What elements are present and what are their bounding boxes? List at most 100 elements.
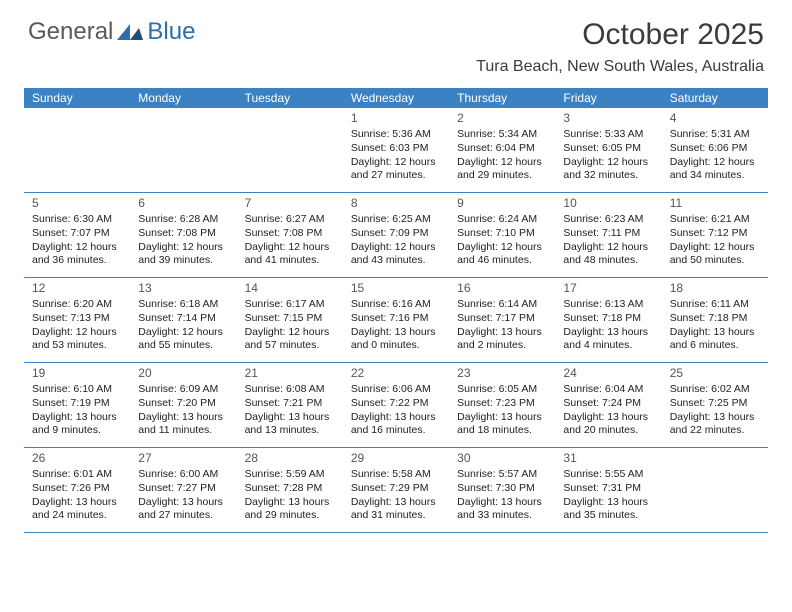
sunset-line: Sunset: 7:26 PM: [32, 482, 126, 496]
sunset-line: Sunset: 6:05 PM: [563, 142, 657, 156]
day-cell: 13Sunrise: 6:18 AMSunset: 7:14 PMDayligh…: [130, 278, 236, 362]
day-number: 25: [670, 366, 764, 382]
day-cell-empty: [24, 108, 130, 192]
sunrise-line: Sunrise: 5:33 AM: [563, 128, 657, 142]
sunset-line: Sunset: 7:27 PM: [138, 482, 232, 496]
sunrise-line: Sunrise: 6:27 AM: [245, 213, 339, 227]
day-number: 7: [245, 196, 339, 212]
day-cell: 24Sunrise: 6:04 AMSunset: 7:24 PMDayligh…: [555, 363, 661, 447]
daylight-line: Daylight: 12 hours and 57 minutes.: [245, 326, 339, 354]
day-number: 22: [351, 366, 445, 382]
day-number: 28: [245, 451, 339, 467]
week-row: 5Sunrise: 6:30 AMSunset: 7:07 PMDaylight…: [24, 193, 768, 278]
sunrise-line: Sunrise: 6:23 AM: [563, 213, 657, 227]
day-number: 20: [138, 366, 232, 382]
daylight-line: Daylight: 13 hours and 35 minutes.: [563, 496, 657, 524]
daylight-line: Daylight: 13 hours and 11 minutes.: [138, 411, 232, 439]
day-cell: 20Sunrise: 6:09 AMSunset: 7:20 PMDayligh…: [130, 363, 236, 447]
day-number: 19: [32, 366, 126, 382]
day-number: 6: [138, 196, 232, 212]
day-number: 12: [32, 281, 126, 297]
daylight-line: Daylight: 13 hours and 27 minutes.: [138, 496, 232, 524]
day-cell: 16Sunrise: 6:14 AMSunset: 7:17 PMDayligh…: [449, 278, 555, 362]
sunrise-line: Sunrise: 6:02 AM: [670, 383, 764, 397]
day-cell-empty: [662, 448, 768, 532]
sunset-line: Sunset: 7:12 PM: [670, 227, 764, 241]
sunset-line: Sunset: 7:28 PM: [245, 482, 339, 496]
sunrise-line: Sunrise: 6:05 AM: [457, 383, 551, 397]
sunrise-line: Sunrise: 5:36 AM: [351, 128, 445, 142]
daylight-line: Daylight: 13 hours and 2 minutes.: [457, 326, 551, 354]
sunrise-line: Sunrise: 6:04 AM: [563, 383, 657, 397]
sunset-line: Sunset: 6:04 PM: [457, 142, 551, 156]
sunset-line: Sunset: 7:14 PM: [138, 312, 232, 326]
sunset-line: Sunset: 7:22 PM: [351, 397, 445, 411]
day-number: 3: [563, 111, 657, 127]
day-cell: 18Sunrise: 6:11 AMSunset: 7:18 PMDayligh…: [662, 278, 768, 362]
sunset-line: Sunset: 7:25 PM: [670, 397, 764, 411]
day-number: 31: [563, 451, 657, 467]
sunrise-line: Sunrise: 6:01 AM: [32, 468, 126, 482]
sunrise-line: Sunrise: 6:09 AM: [138, 383, 232, 397]
sunrise-line: Sunrise: 5:57 AM: [457, 468, 551, 482]
sunrise-line: Sunrise: 5:59 AM: [245, 468, 339, 482]
sunrise-line: Sunrise: 5:34 AM: [457, 128, 551, 142]
month-title: October 2025: [476, 18, 764, 52]
sunset-line: Sunset: 7:24 PM: [563, 397, 657, 411]
daylight-line: Daylight: 13 hours and 9 minutes.: [32, 411, 126, 439]
day-cell: 29Sunrise: 5:58 AMSunset: 7:29 PMDayligh…: [343, 448, 449, 532]
day-cell: 30Sunrise: 5:57 AMSunset: 7:30 PMDayligh…: [449, 448, 555, 532]
sunrise-line: Sunrise: 6:24 AM: [457, 213, 551, 227]
sunset-line: Sunset: 7:08 PM: [138, 227, 232, 241]
day-number: 10: [563, 196, 657, 212]
sunset-line: Sunset: 7:13 PM: [32, 312, 126, 326]
day-cell: 22Sunrise: 6:06 AMSunset: 7:22 PMDayligh…: [343, 363, 449, 447]
dow-cell: Wednesday: [343, 88, 449, 108]
sunset-line: Sunset: 6:03 PM: [351, 142, 445, 156]
sunset-line: Sunset: 7:31 PM: [563, 482, 657, 496]
day-cell: 23Sunrise: 6:05 AMSunset: 7:23 PMDayligh…: [449, 363, 555, 447]
sunrise-line: Sunrise: 6:14 AM: [457, 298, 551, 312]
day-cell: 25Sunrise: 6:02 AMSunset: 7:25 PMDayligh…: [662, 363, 768, 447]
sunset-line: Sunset: 7:20 PM: [138, 397, 232, 411]
sunset-line: Sunset: 7:11 PM: [563, 227, 657, 241]
day-cell: 1Sunrise: 5:36 AMSunset: 6:03 PMDaylight…: [343, 108, 449, 192]
sunset-line: Sunset: 6:06 PM: [670, 142, 764, 156]
day-number: 1: [351, 111, 445, 127]
day-cell: 14Sunrise: 6:17 AMSunset: 7:15 PMDayligh…: [237, 278, 343, 362]
day-number: 21: [245, 366, 339, 382]
daylight-line: Daylight: 13 hours and 4 minutes.: [563, 326, 657, 354]
daylight-line: Daylight: 12 hours and 41 minutes.: [245, 241, 339, 269]
day-number: 23: [457, 366, 551, 382]
day-number: 5: [32, 196, 126, 212]
sunrise-line: Sunrise: 6:10 AM: [32, 383, 126, 397]
day-number: 2: [457, 111, 551, 127]
sunset-line: Sunset: 7:21 PM: [245, 397, 339, 411]
dow-cell: Sunday: [24, 88, 130, 108]
day-number: 27: [138, 451, 232, 467]
daylight-line: Daylight: 13 hours and 33 minutes.: [457, 496, 551, 524]
sunset-line: Sunset: 7:18 PM: [670, 312, 764, 326]
week-row: 19Sunrise: 6:10 AMSunset: 7:19 PMDayligh…: [24, 363, 768, 448]
day-cell: 11Sunrise: 6:21 AMSunset: 7:12 PMDayligh…: [662, 193, 768, 277]
daylight-line: Daylight: 12 hours and 36 minutes.: [32, 241, 126, 269]
dow-cell: Monday: [130, 88, 236, 108]
day-cell: 10Sunrise: 6:23 AMSunset: 7:11 PMDayligh…: [555, 193, 661, 277]
day-cell: 5Sunrise: 6:30 AMSunset: 7:07 PMDaylight…: [24, 193, 130, 277]
day-number: 16: [457, 281, 551, 297]
logo-mark-icon: [117, 22, 143, 42]
daylight-line: Daylight: 12 hours and 50 minutes.: [670, 241, 764, 269]
day-number: 26: [32, 451, 126, 467]
sunset-line: Sunset: 7:29 PM: [351, 482, 445, 496]
sunrise-line: Sunrise: 6:21 AM: [670, 213, 764, 227]
day-cell: 17Sunrise: 6:13 AMSunset: 7:18 PMDayligh…: [555, 278, 661, 362]
sunrise-line: Sunrise: 6:11 AM: [670, 298, 764, 312]
day-number: 4: [670, 111, 764, 127]
day-cell: 21Sunrise: 6:08 AMSunset: 7:21 PMDayligh…: [237, 363, 343, 447]
dow-cell: Saturday: [662, 88, 768, 108]
dow-cell: Friday: [555, 88, 661, 108]
daylight-line: Daylight: 13 hours and 29 minutes.: [245, 496, 339, 524]
daylight-line: Daylight: 12 hours and 27 minutes.: [351, 156, 445, 184]
daylight-line: Daylight: 12 hours and 29 minutes.: [457, 156, 551, 184]
day-cell-empty: [130, 108, 236, 192]
